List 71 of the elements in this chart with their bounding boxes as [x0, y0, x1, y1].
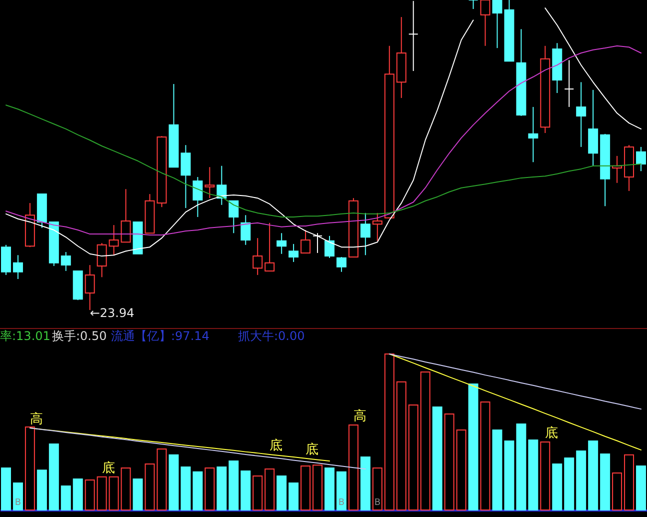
bar [1, 468, 11, 510]
candlestick [192, 176, 203, 218]
candlestick [468, 0, 478, 10]
bar [552, 463, 562, 510]
bar [600, 453, 610, 510]
bar [564, 458, 574, 510]
candlestick [180, 144, 191, 209]
annotation: ←23.94 [90, 306, 134, 320]
candlestick [312, 232, 322, 254]
annotation: B [338, 498, 345, 508]
bar [36, 470, 47, 510]
candlestick [492, 0, 502, 49]
candlestick [528, 106, 538, 163]
bar [60, 485, 71, 510]
candlestick [204, 166, 215, 199]
text: 率:13.01 [0, 328, 50, 344]
annotation: 底 [545, 426, 558, 441]
bar [48, 444, 59, 510]
text: 抓大牛:0.00 [238, 328, 305, 344]
bar [492, 429, 502, 510]
annotation: 底 [270, 438, 283, 454]
annotation: 底 [306, 442, 319, 458]
bar [168, 454, 179, 510]
candlestick [360, 212, 370, 256]
candlestick [372, 212, 382, 242]
bar [72, 478, 83, 510]
bar [432, 406, 442, 510]
bar [324, 468, 334, 510]
candlestick [12, 254, 23, 280]
bar [360, 456, 370, 510]
annotation: B [374, 498, 381, 508]
bar [588, 440, 598, 510]
bar [468, 383, 478, 510]
text: 换手:0.50 [52, 328, 107, 344]
bar [528, 439, 538, 510]
bar [216, 466, 227, 510]
candlestick [636, 146, 646, 172]
candlestick [264, 222, 275, 272]
bar [132, 478, 143, 510]
bar [336, 471, 346, 510]
candlestick [240, 214, 251, 246]
annotation: B [14, 498, 22, 508]
candlestick [336, 256, 346, 272]
candlestick [96, 242, 107, 278]
bar [276, 475, 287, 510]
bar [288, 482, 299, 510]
candlestick [60, 252, 71, 272]
candlestick [324, 235, 334, 258]
annotation: 高 [30, 410, 43, 427]
bar [228, 460, 239, 510]
bar [516, 424, 526, 510]
candlestick [228, 200, 239, 234]
text: 流通【亿】:97.14 [111, 328, 210, 344]
bar [504, 440, 514, 510]
candlestick [564, 60, 574, 108]
candlestick [252, 238, 263, 276]
annotation: 高 [353, 408, 366, 424]
candlestick [576, 82, 586, 148]
bar [636, 466, 646, 510]
candlestick [288, 243, 299, 262]
candlestick [300, 230, 311, 254]
candlestick [120, 188, 131, 243]
bar [180, 466, 191, 510]
bar [576, 450, 586, 510]
candlestick [108, 224, 119, 256]
bar [240, 470, 251, 510]
annotation: 底 [102, 460, 115, 476]
bar [192, 471, 203, 510]
candlestick [408, 0, 418, 72]
bar [12, 482, 23, 510]
candlestick [276, 232, 287, 254]
